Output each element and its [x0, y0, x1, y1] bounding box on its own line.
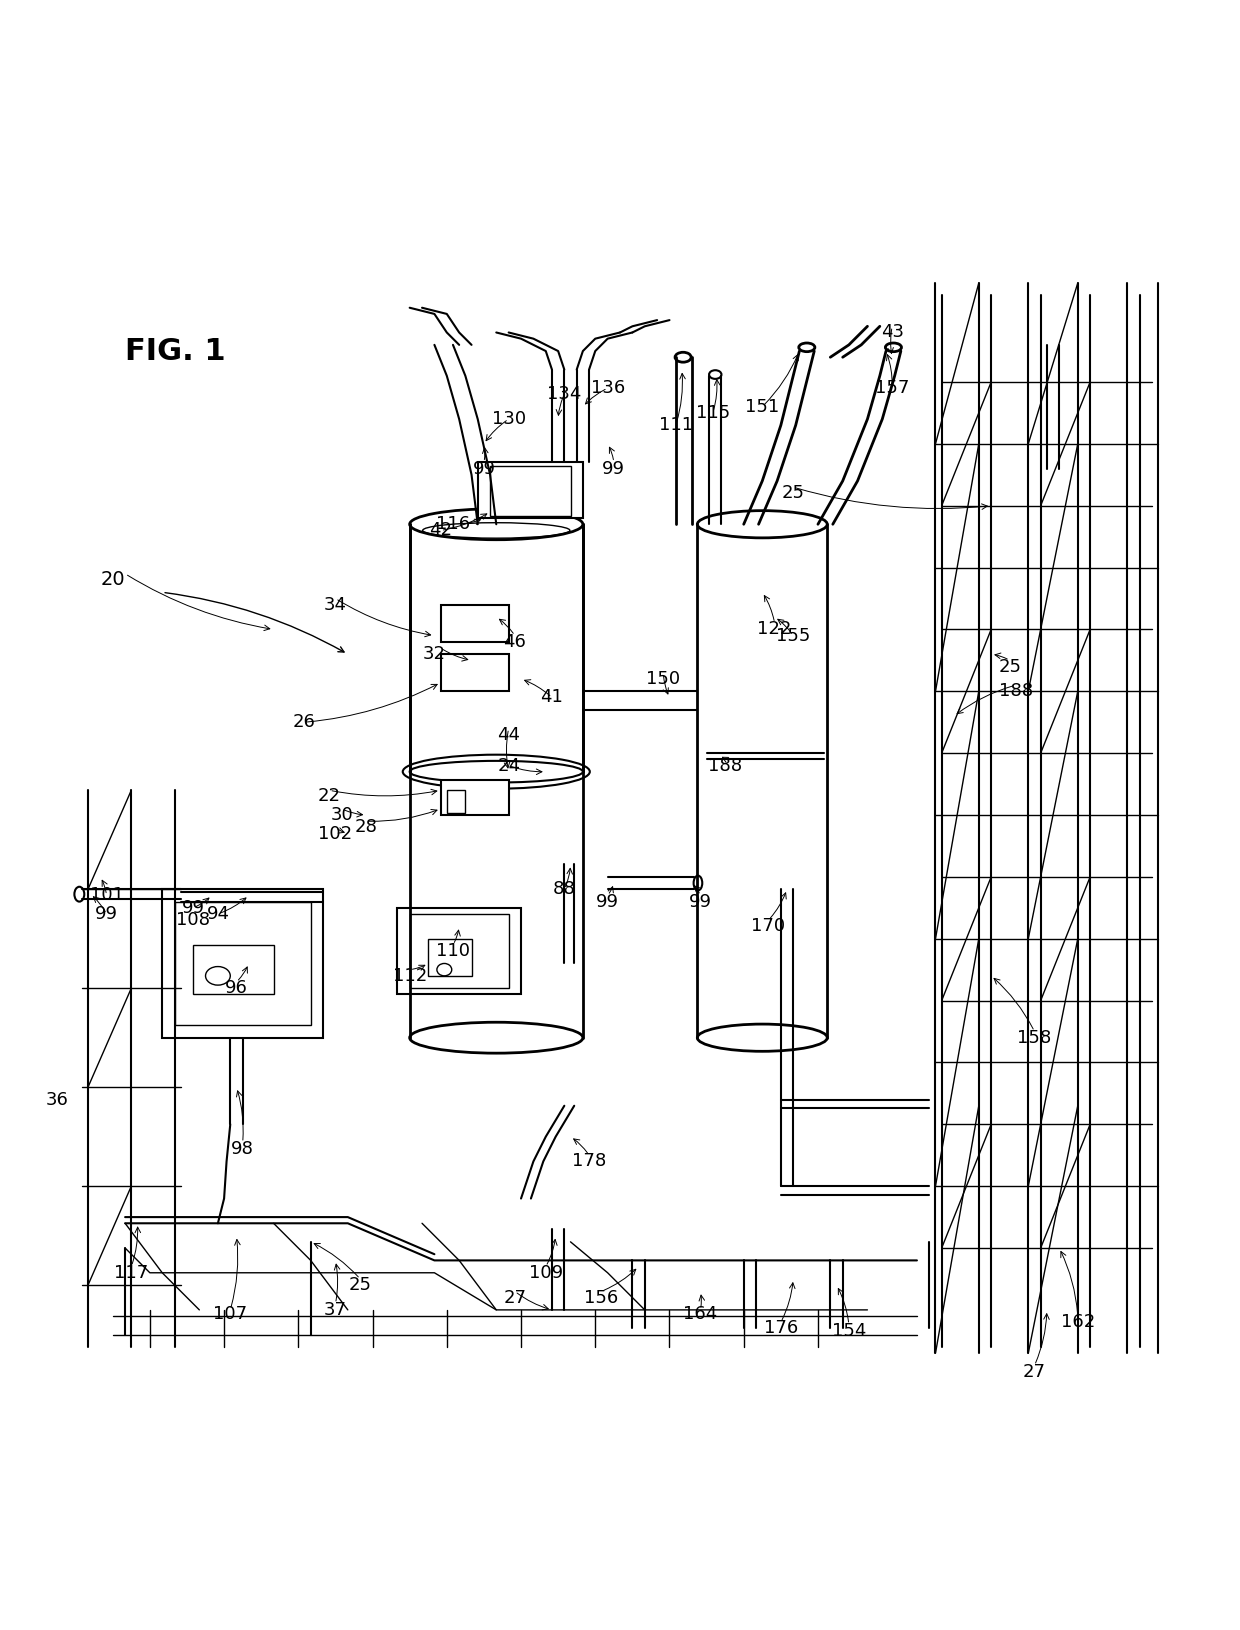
- Text: 94: 94: [206, 905, 229, 923]
- Text: 36: 36: [46, 1090, 68, 1108]
- Bar: [490, 466, 570, 515]
- Text: 164: 164: [683, 1304, 718, 1322]
- Text: 115: 115: [696, 404, 730, 422]
- Text: 162: 162: [1060, 1314, 1095, 1332]
- Bar: [440, 781, 508, 815]
- Text: 170: 170: [751, 918, 785, 936]
- Text: 176: 176: [764, 1319, 799, 1338]
- Text: 109: 109: [528, 1263, 563, 1281]
- Text: 42: 42: [429, 522, 453, 540]
- Text: 111: 111: [658, 416, 693, 434]
- Text: 34: 34: [324, 595, 347, 613]
- Text: 155: 155: [776, 626, 811, 644]
- Bar: [428, 939, 471, 976]
- Ellipse shape: [799, 342, 815, 352]
- Text: 116: 116: [436, 515, 470, 533]
- Text: 122: 122: [758, 621, 792, 639]
- Text: 99: 99: [596, 893, 619, 911]
- Text: 157: 157: [875, 380, 909, 398]
- Text: 25: 25: [781, 484, 805, 502]
- Text: 134: 134: [547, 385, 582, 403]
- Text: 99: 99: [472, 460, 496, 478]
- Bar: [440, 605, 508, 642]
- Bar: [193, 945, 274, 994]
- Text: 22: 22: [317, 787, 341, 805]
- Text: 98: 98: [231, 1139, 254, 1157]
- Text: 99: 99: [95, 905, 118, 923]
- Text: 188: 188: [708, 756, 743, 774]
- Text: 136: 136: [590, 380, 625, 398]
- Text: 27: 27: [503, 1289, 526, 1307]
- Ellipse shape: [709, 370, 722, 378]
- Ellipse shape: [675, 352, 691, 362]
- Bar: [175, 901, 311, 1025]
- Text: 110: 110: [436, 942, 470, 960]
- Text: 102: 102: [319, 825, 352, 843]
- Text: 151: 151: [745, 398, 780, 416]
- Text: 25: 25: [348, 1276, 372, 1294]
- Text: 188: 188: [999, 683, 1033, 701]
- Text: 99: 99: [603, 460, 625, 478]
- Text: 150: 150: [646, 670, 681, 688]
- Ellipse shape: [409, 509, 583, 540]
- Ellipse shape: [697, 1024, 827, 1051]
- Text: 117: 117: [114, 1263, 149, 1281]
- Bar: [446, 791, 465, 812]
- Ellipse shape: [409, 761, 583, 782]
- Text: 154: 154: [832, 1322, 866, 1340]
- Bar: [162, 890, 324, 1038]
- Text: 112: 112: [393, 967, 427, 985]
- Text: 156: 156: [584, 1289, 619, 1307]
- Text: 158: 158: [1017, 1029, 1052, 1046]
- Text: 130: 130: [491, 411, 526, 429]
- Ellipse shape: [697, 510, 827, 538]
- Text: 99: 99: [181, 898, 205, 916]
- Text: 24: 24: [497, 756, 520, 774]
- Text: 37: 37: [324, 1301, 347, 1319]
- Text: 41: 41: [541, 688, 563, 706]
- Bar: [477, 463, 583, 518]
- Text: 26: 26: [293, 714, 316, 732]
- Text: 30: 30: [330, 805, 353, 825]
- Text: 178: 178: [572, 1152, 606, 1170]
- Ellipse shape: [693, 875, 702, 890]
- Text: 101: 101: [89, 887, 124, 905]
- Text: 46: 46: [503, 632, 526, 650]
- Text: 96: 96: [224, 980, 248, 998]
- Text: 43: 43: [880, 323, 904, 341]
- Bar: [440, 654, 508, 691]
- Text: 20: 20: [100, 570, 125, 590]
- Ellipse shape: [885, 342, 901, 352]
- Bar: [409, 914, 508, 988]
- Text: 28: 28: [355, 818, 378, 836]
- Text: FIG. 1: FIG. 1: [125, 336, 226, 365]
- Text: 25: 25: [998, 657, 1022, 675]
- Text: 88: 88: [553, 880, 575, 898]
- Bar: [397, 908, 521, 994]
- Text: 108: 108: [176, 911, 210, 929]
- Text: 27: 27: [1023, 1363, 1047, 1381]
- Text: 107: 107: [213, 1304, 247, 1322]
- Ellipse shape: [409, 1022, 583, 1053]
- Text: 44: 44: [497, 725, 520, 743]
- Text: 99: 99: [689, 893, 712, 911]
- Ellipse shape: [74, 887, 84, 901]
- Text: 32: 32: [423, 645, 446, 663]
